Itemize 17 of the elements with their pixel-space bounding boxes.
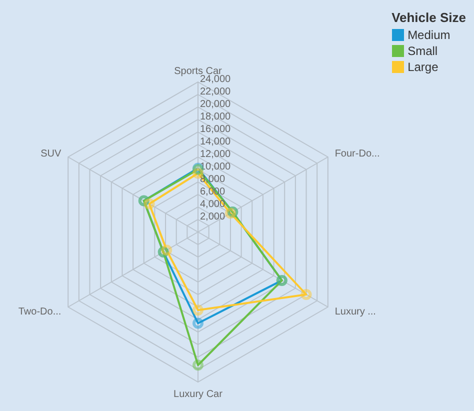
legend-label: Medium — [408, 28, 450, 42]
spoke-label: Luxury ... — [334, 306, 376, 318]
spoke-label: Two-Do... — [18, 306, 62, 318]
spoke-label: Four-Do... — [334, 148, 380, 160]
y-tick-label: 18,000 — [200, 112, 232, 122]
legend-label: Small — [408, 44, 438, 58]
y-tick-label: 22,000 — [200, 86, 232, 98]
y-tick-label: 2,000 — [200, 212, 226, 222]
spoke-label: SUV — [40, 148, 62, 160]
y-tick-label: 24,000 — [200, 74, 232, 85]
legend-label: Large — [408, 60, 438, 74]
y-tick-label: 14,000 — [200, 136, 232, 148]
legend-title: Vehicle Size — [392, 10, 466, 25]
spoke-label: Luxury Car — [174, 389, 224, 400]
y-tick-label: 12,000 — [200, 149, 232, 160]
y-tick-label: 16,000 — [200, 124, 232, 135]
y-tick-label: 20,000 — [200, 99, 232, 110]
